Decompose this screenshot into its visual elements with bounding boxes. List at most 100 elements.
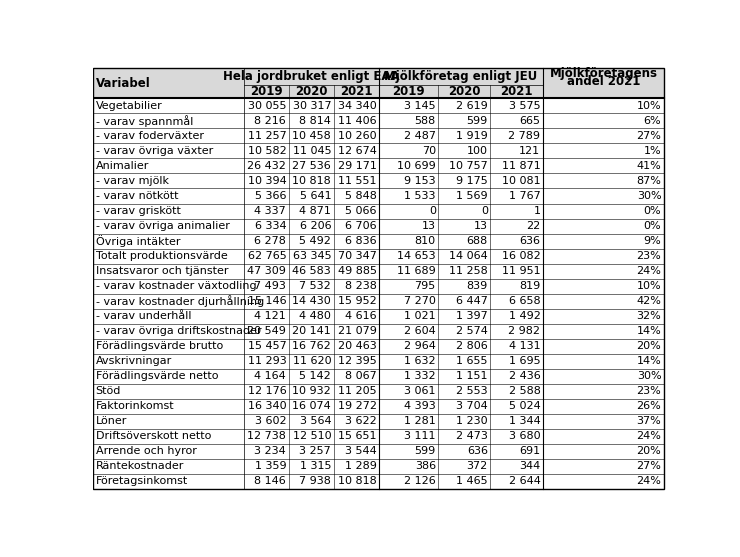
- Text: Mjölkföretagens: Mjölkföretagens: [550, 67, 658, 80]
- Text: 34 340: 34 340: [338, 101, 377, 111]
- Text: 14 430: 14 430: [292, 296, 332, 306]
- Text: 10%: 10%: [636, 101, 662, 111]
- Text: 2 806: 2 806: [456, 341, 488, 351]
- Text: 4 480: 4 480: [299, 311, 332, 321]
- Text: 2 604: 2 604: [404, 326, 436, 336]
- Text: 1 289: 1 289: [345, 461, 377, 471]
- Text: Avskrivningar: Avskrivningar: [95, 356, 172, 366]
- Text: 5 142: 5 142: [300, 371, 332, 381]
- Text: 7 493: 7 493: [255, 281, 286, 291]
- Text: 23%: 23%: [636, 386, 662, 396]
- Text: Förädlingsvärde netto: Förädlingsvärde netto: [95, 371, 218, 381]
- Text: 688: 688: [466, 236, 488, 246]
- Text: 10 582: 10 582: [247, 146, 286, 156]
- Text: 588: 588: [414, 116, 436, 126]
- Text: 4 164: 4 164: [255, 371, 286, 381]
- Text: 20%: 20%: [636, 446, 662, 456]
- Text: 6%: 6%: [644, 116, 662, 126]
- Text: 11 871: 11 871: [502, 161, 540, 171]
- Text: 8 238: 8 238: [345, 281, 377, 291]
- Text: Förädlingsvärde brutto: Förädlingsvärde brutto: [95, 341, 223, 351]
- Text: Räntekostnader: Räntekostnader: [95, 461, 184, 471]
- Text: 1 695: 1 695: [509, 356, 540, 366]
- Text: 2021: 2021: [340, 85, 373, 99]
- Text: - varav övriga animalier: - varav övriga animalier: [95, 221, 229, 231]
- Text: andel 2021: andel 2021: [567, 75, 640, 87]
- Text: 3 680: 3 680: [509, 431, 540, 441]
- Text: 8 067: 8 067: [345, 371, 377, 381]
- Text: 49 885: 49 885: [338, 266, 377, 276]
- Text: 1 315: 1 315: [300, 461, 332, 471]
- Text: 5 066: 5 066: [346, 206, 377, 216]
- Text: 6 706: 6 706: [346, 221, 377, 231]
- Text: 6 836: 6 836: [346, 236, 377, 246]
- Text: 0: 0: [481, 206, 488, 216]
- Text: 7 938: 7 938: [299, 476, 332, 486]
- Text: 27%: 27%: [636, 461, 662, 471]
- Text: 10 818: 10 818: [338, 476, 377, 486]
- Text: 3 564: 3 564: [300, 416, 332, 426]
- Text: 3 575: 3 575: [509, 101, 540, 111]
- Text: 27%: 27%: [636, 131, 662, 141]
- Text: 3 602: 3 602: [255, 416, 286, 426]
- Text: 15 651: 15 651: [338, 431, 377, 441]
- Text: 1 021: 1 021: [404, 311, 436, 321]
- Text: 1 359: 1 359: [255, 461, 286, 471]
- Text: 11 045: 11 045: [292, 146, 332, 156]
- Text: 3 111: 3 111: [404, 431, 436, 441]
- Text: Totalt produktionsvärde: Totalt produktionsvärde: [95, 251, 227, 261]
- Text: 11 406: 11 406: [338, 116, 377, 126]
- Text: 0: 0: [428, 206, 436, 216]
- Text: 16 340: 16 340: [248, 401, 286, 411]
- Text: 1 569: 1 569: [456, 191, 488, 201]
- Text: 15 146: 15 146: [248, 296, 286, 306]
- Text: 12 674: 12 674: [338, 146, 377, 156]
- Text: 4 121: 4 121: [255, 311, 286, 321]
- Text: 1 230: 1 230: [456, 416, 488, 426]
- Text: 100: 100: [467, 146, 488, 156]
- Text: 46 583: 46 583: [292, 266, 332, 276]
- Text: 27 536: 27 536: [292, 161, 332, 171]
- Text: Övriga intäkter: Övriga intäkter: [95, 235, 180, 247]
- Text: 11 689: 11 689: [397, 266, 436, 276]
- Text: 4 131: 4 131: [509, 341, 540, 351]
- Text: 1 767: 1 767: [508, 191, 540, 201]
- Text: 10 394: 10 394: [247, 176, 286, 186]
- Text: Vegetabilier: Vegetabilier: [95, 101, 162, 111]
- Text: Variabel: Variabel: [95, 77, 150, 90]
- Text: 0%: 0%: [644, 206, 662, 216]
- Text: 2 964: 2 964: [404, 341, 436, 351]
- Text: 344: 344: [519, 461, 540, 471]
- Text: 2 126: 2 126: [404, 476, 436, 486]
- Text: - varav nötkött: - varav nötkött: [95, 191, 178, 201]
- Text: 12 510: 12 510: [292, 431, 332, 441]
- Text: Arrende och hyror: Arrende och hyror: [95, 446, 197, 456]
- Text: 2 789: 2 789: [508, 131, 540, 141]
- Text: 5 492: 5 492: [299, 236, 332, 246]
- Text: 386: 386: [414, 461, 436, 471]
- Text: 1 492: 1 492: [508, 311, 540, 321]
- Text: 14%: 14%: [636, 326, 662, 336]
- Text: 4 337: 4 337: [255, 206, 286, 216]
- Text: 5 641: 5 641: [300, 191, 332, 201]
- Text: 11 257: 11 257: [247, 131, 286, 141]
- Text: 11 620: 11 620: [292, 356, 332, 366]
- Text: 30 055: 30 055: [248, 101, 286, 111]
- Text: 2021: 2021: [500, 85, 533, 99]
- Text: 29 171: 29 171: [338, 161, 377, 171]
- Text: 30 317: 30 317: [292, 101, 332, 111]
- Text: 12 176: 12 176: [247, 386, 286, 396]
- Text: 10 757: 10 757: [449, 161, 488, 171]
- Text: 4 393: 4 393: [404, 401, 436, 411]
- Text: 3 704: 3 704: [456, 401, 488, 411]
- Text: 1 281: 1 281: [404, 416, 436, 426]
- Text: 14%: 14%: [636, 356, 662, 366]
- Text: 24%: 24%: [636, 476, 662, 486]
- Text: 2 436: 2 436: [508, 371, 540, 381]
- Text: 636: 636: [467, 446, 488, 456]
- Text: - varav kostnader växtodling: - varav kostnader växtodling: [95, 281, 256, 291]
- Text: 0%: 0%: [644, 221, 662, 231]
- Text: 8 216: 8 216: [255, 116, 286, 126]
- Text: 1 465: 1 465: [456, 476, 488, 486]
- Text: 1 533: 1 533: [404, 191, 436, 201]
